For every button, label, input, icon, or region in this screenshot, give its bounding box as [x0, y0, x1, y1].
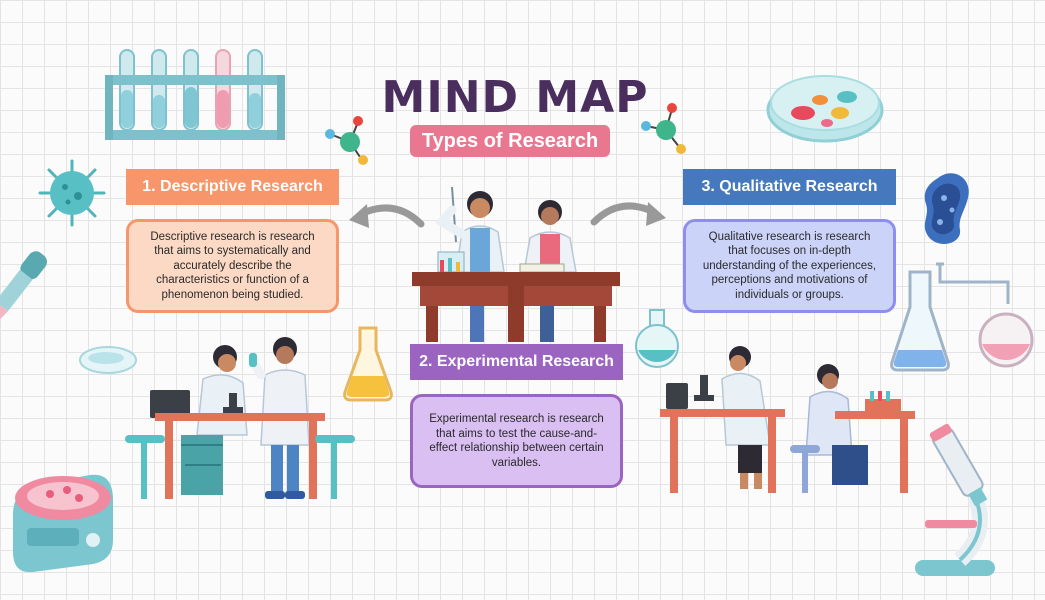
lab-glassware-icon — [890, 262, 1034, 372]
arrow-left-icon — [349, 204, 425, 228]
centrifuge-icon — [13, 474, 113, 573]
experimental-research-description: Experimental research is research that a… — [410, 394, 623, 488]
page-title: MIND MAP — [381, 72, 649, 123]
molecule-icon — [641, 103, 686, 154]
petri-dish-icon — [766, 75, 884, 143]
qualitative-research-text: Qualitative research is research that fo… — [702, 230, 877, 301]
page-subtitle: Types of Research — [410, 125, 610, 157]
molecule-icon — [325, 116, 368, 165]
descriptive-research-text: Descriptive research is research that ai… — [150, 230, 315, 301]
pipette-icon — [0, 251, 137, 374]
qualitative-research-heading: 3. Qualitative Research — [683, 169, 896, 205]
descriptive-research-description: Descriptive research is research that ai… — [126, 219, 339, 313]
arrow-right-icon — [590, 202, 666, 226]
flask-icon — [635, 309, 679, 368]
descriptive-research-heading: 1. Descriptive Research — [126, 169, 339, 205]
flask-icon — [343, 326, 393, 402]
virus-icon — [38, 159, 106, 227]
scientists-at-desk-illustration — [412, 186, 620, 342]
bacteria-icon — [924, 173, 969, 244]
scientists-microscope-illustration — [125, 337, 355, 499]
experimental-research-heading: 2. Experimental Research — [410, 344, 623, 380]
qualitative-research-description: Qualitative research is research that fo… — [683, 219, 896, 313]
microscope-icon — [915, 423, 995, 576]
experimental-research-text: Experimental research is research that a… — [429, 413, 604, 469]
test-tube-rack-icon — [105, 49, 285, 140]
scientists-lab-illustration — [660, 346, 915, 493]
